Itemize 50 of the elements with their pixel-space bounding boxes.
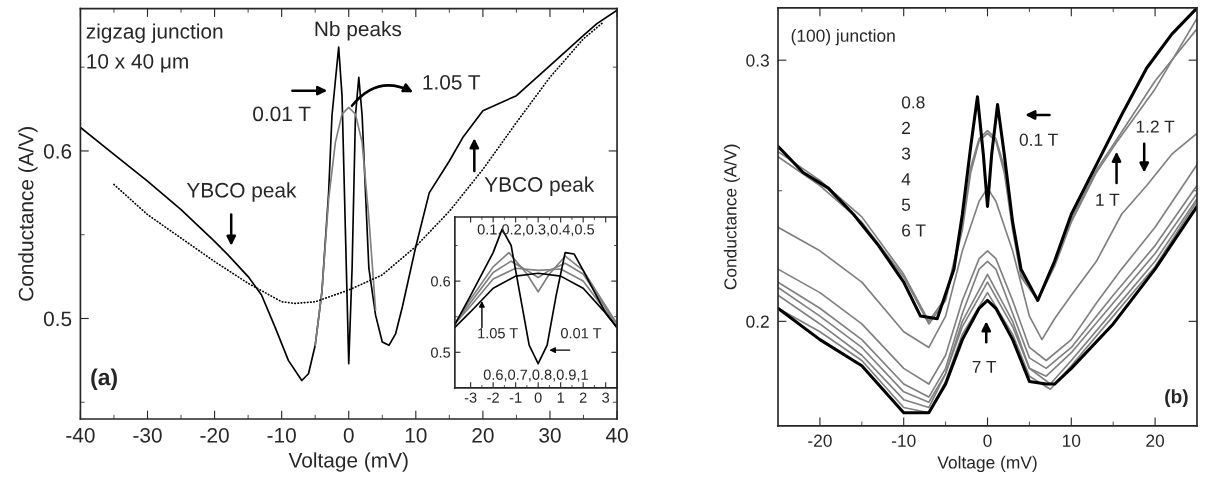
y-axis-title: Conductance (A/V) — [18, 127, 38, 301]
annotation: (b) — [1165, 389, 1188, 408]
annotation: 7 T — [972, 360, 997, 373]
x-tick-label: 10 — [1062, 434, 1081, 447]
annotation: YBCO peak — [484, 176, 595, 196]
x-tick-label: -20 — [200, 427, 229, 443]
x-tick-label: -1 — [509, 392, 522, 403]
x-tick-label: -2 — [487, 392, 499, 403]
x-tick-label: 30 — [539, 427, 561, 443]
x-tick-label: -20 — [808, 434, 832, 447]
y-tick-label: 0.5 — [43, 311, 72, 327]
x-tick-label: 0 — [983, 434, 992, 447]
annotation: 0.1 T — [1019, 133, 1058, 146]
y-axis-title: Conductance (A/V) — [723, 144, 740, 290]
x-tick-label: 10 — [405, 427, 427, 443]
annotation: (100) junction — [791, 29, 895, 46]
x-tick-label: 1 — [557, 392, 565, 403]
annotation: 1.2 T — [1136, 120, 1175, 133]
x-tick-label: -40 — [66, 427, 95, 443]
x-tick-label: -30 — [133, 427, 162, 443]
x-tick-label: -3 — [464, 392, 477, 403]
x-axis-title: Voltage (mV) — [288, 452, 408, 472]
y-tick-label: 0.6 — [431, 276, 451, 287]
annotation: (a) — [91, 368, 117, 390]
annotation: 1.05 T — [423, 74, 481, 90]
x-tick-label: 0 — [343, 427, 354, 443]
x-tick-label: 2 — [579, 392, 587, 403]
x-tick-label: -10 — [891, 434, 916, 447]
x-tick-label: 40 — [605, 427, 628, 443]
annotation: 0.8 2 3 4 5 6 T — [901, 96, 926, 237]
y-tick-label: 0.5 — [431, 347, 451, 358]
x-tick-label: 3 — [602, 392, 610, 403]
x-tick-label: -10 — [267, 427, 296, 443]
x-tick-label: 20 — [472, 427, 494, 443]
annotation: YBCO peak — [186, 182, 297, 202]
annotation: Nb peaks — [315, 21, 402, 41]
x-tick-label: 0 — [534, 392, 542, 403]
x-axis-title: Voltage (mV) — [937, 455, 1037, 473]
y-tick-label: 0.6 — [43, 143, 72, 159]
annotation: zigzag junction — [86, 23, 223, 43]
y-tick-label: 0.2 — [746, 315, 769, 328]
annotation: 0.01 T — [560, 328, 602, 339]
y-tick-label: 0.3 — [746, 54, 769, 67]
annotation: 10 x 40 μm — [87, 53, 188, 73]
x-tick-label: 20 — [1146, 434, 1165, 447]
annotation: 0.1,0.2,0.3,0.4,0.5 — [477, 224, 595, 237]
annotation: 1 T — [1096, 193, 1120, 206]
annotation: 0.6,0.7,0.8,0.9,1 — [483, 369, 588, 382]
annotation: 1.05 T — [478, 328, 518, 339]
annotation: 0.01 T — [253, 106, 311, 122]
